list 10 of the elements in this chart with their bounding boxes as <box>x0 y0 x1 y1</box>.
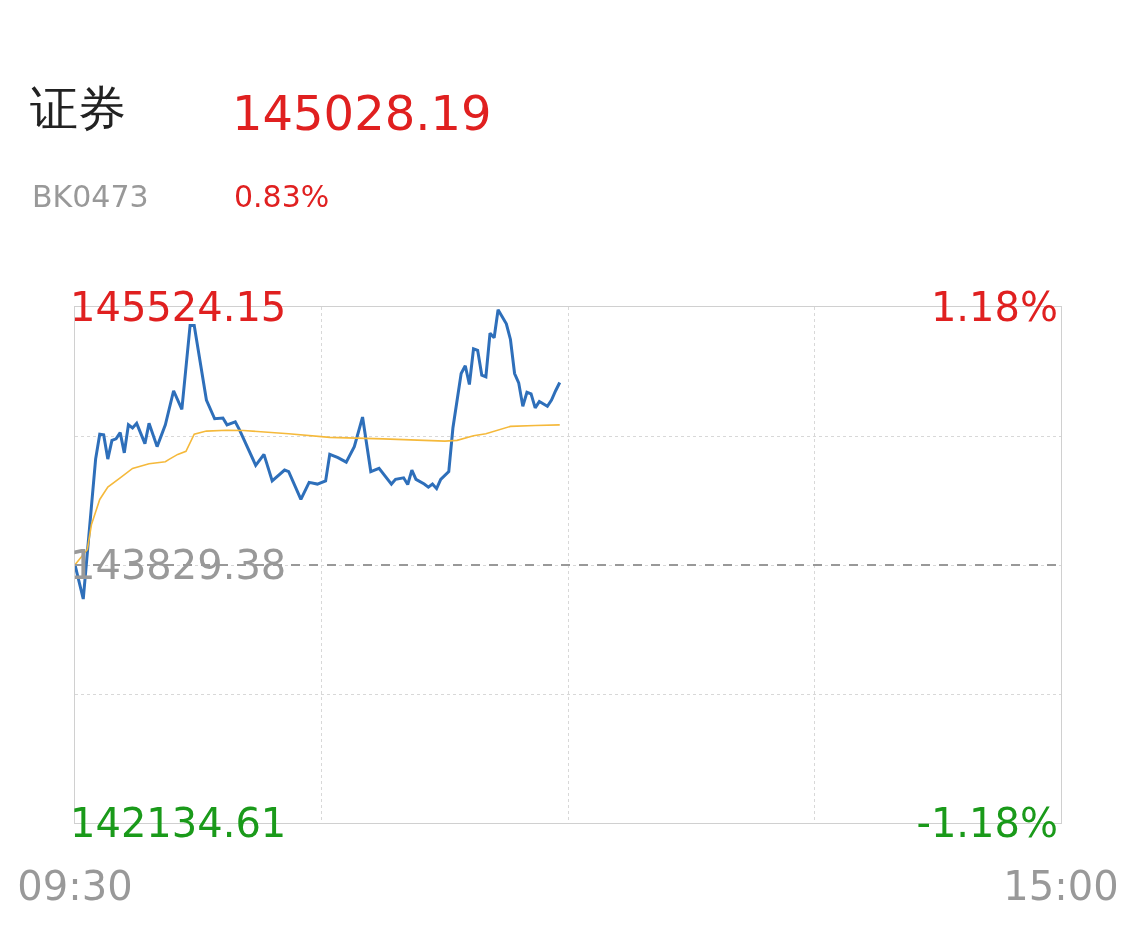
y-tick-label: 145524.15 <box>70 284 287 330</box>
chart-subtitle: BK0473 <box>32 179 149 214</box>
y-tick-label: 142134.61 <box>70 800 287 846</box>
chart-title: 证券 <box>30 79 126 136</box>
x-tick-label: 15:00 <box>1003 863 1119 909</box>
x-tick-label: 09:30 <box>17 863 133 909</box>
text: 145028.19 <box>232 85 492 141</box>
y2-tick-label: 1.18% <box>930 284 1058 330</box>
text: 0.83% <box>234 179 330 214</box>
y2-tick-label: -1.18% <box>916 800 1058 846</box>
